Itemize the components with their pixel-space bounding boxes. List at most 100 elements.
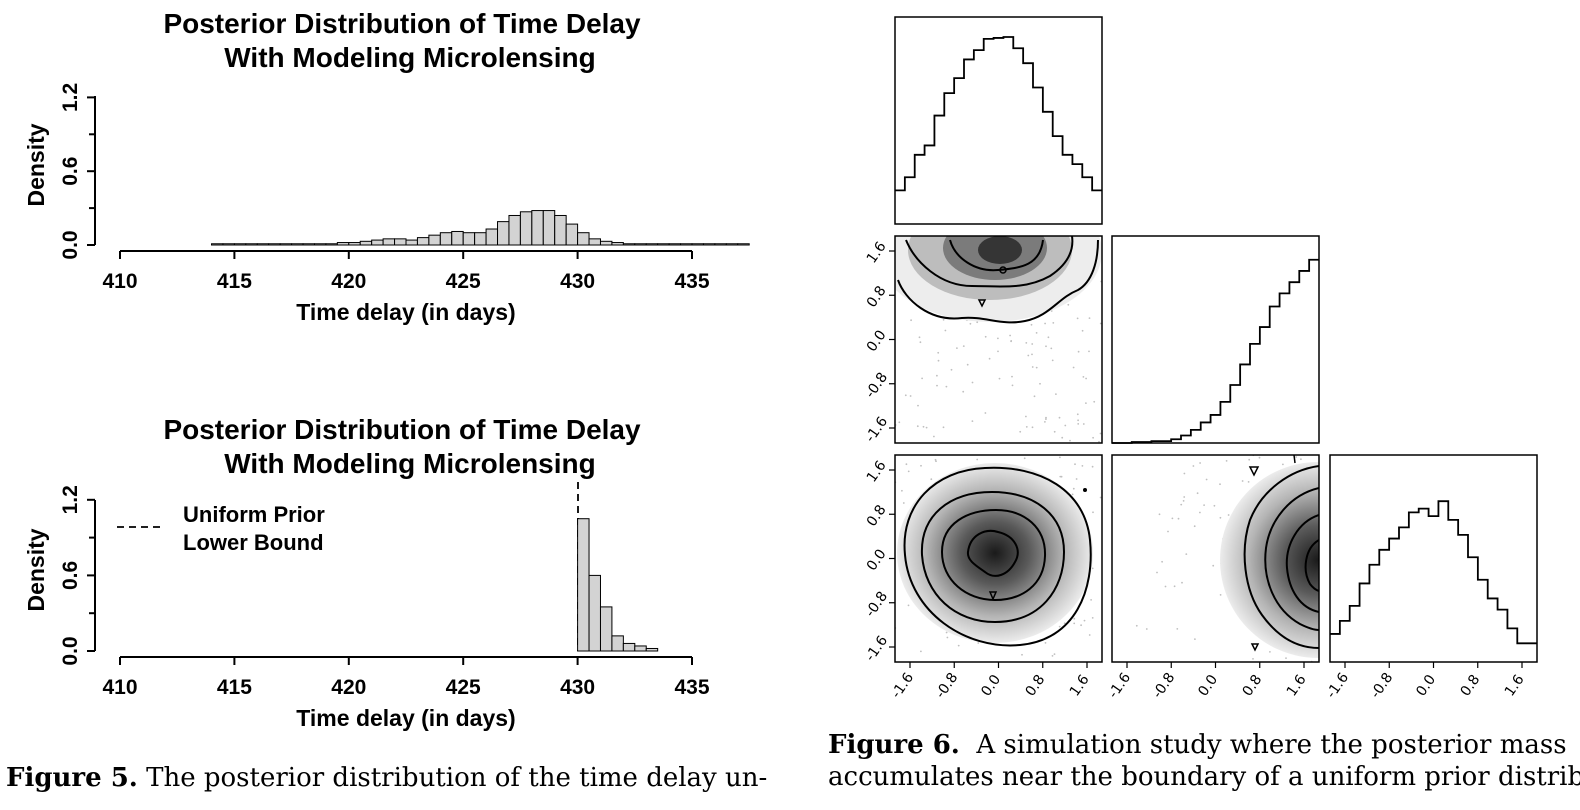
panel-3-1-contour-core <box>966 530 1019 577</box>
scatter-point <box>1091 567 1094 570</box>
scatter-point <box>917 404 919 407</box>
scatter-point <box>1059 475 1062 478</box>
histogram-bar <box>714 243 727 246</box>
panel-2-2-frame <box>1111 235 1320 444</box>
scatter-point <box>1011 375 1013 378</box>
scatter-point <box>984 412 987 414</box>
panel-3-2-contour-core <box>1304 539 1319 592</box>
top-y-label: Density <box>23 123 49 206</box>
scatter-point <box>1047 336 1050 339</box>
scatter-point <box>1088 634 1091 636</box>
panel-3-2-contour-spot-3 <box>1293 455 1296 464</box>
histogram-bar <box>622 243 636 246</box>
scatter-point <box>1241 480 1244 482</box>
scatter-point <box>1090 599 1092 601</box>
histogram-bar <box>725 243 739 246</box>
panel-1-1-frame <box>894 16 1103 225</box>
scatter-point <box>1176 628 1179 630</box>
x-tick-label: 420 <box>331 270 366 293</box>
legend-line1: Uniform Prior <box>183 502 325 527</box>
histogram-bar <box>737 243 750 246</box>
scatter-point <box>1181 581 1183 584</box>
figure5-top-chart: Posterior Distribution of Time Delay Wit… <box>23 8 750 325</box>
scatter-point <box>1069 439 1071 442</box>
scatter-point <box>909 395 912 397</box>
histogram-bar <box>485 228 499 246</box>
histogram-bar <box>348 242 361 246</box>
corner-x-tick-label: 1.6 <box>1067 672 1093 699</box>
histogram-bar <box>279 243 293 246</box>
scatter-point <box>1033 395 1036 398</box>
x-tick-label: 415 <box>217 270 252 293</box>
scatter-point <box>1073 622 1076 625</box>
histogram-bar <box>611 242 624 246</box>
scatter-point <box>1077 423 1080 425</box>
panel-2-1-contour-outer <box>897 239 1099 324</box>
scatter-point <box>1067 303 1070 306</box>
scatter-point <box>902 502 905 504</box>
scatter-point <box>1185 553 1188 555</box>
scatter-point <box>935 460 937 463</box>
scatter-point <box>1059 456 1061 459</box>
corner-x-tick-label: 0.0 <box>1195 672 1221 699</box>
histogram-bar <box>474 232 487 246</box>
scatter-point <box>919 341 922 344</box>
scatter-point <box>1035 366 1038 369</box>
scatter-point <box>942 318 945 321</box>
corner-x-tick-label: -0.8 <box>933 670 962 702</box>
panel-3-1-contour-spot <box>988 591 998 601</box>
figure6-caption-line1-row: Figure 6. A simulation study where the p… <box>828 729 1580 761</box>
panel-3-1-contour-inner <box>940 508 1047 602</box>
figure6-caption: Figure 6. A simulation study where the p… <box>828 729 1580 793</box>
figure5-bottom-chart: Posterior Distribution of Time Delay Wit… <box>23 414 710 731</box>
panel-1-1-histogram <box>895 36 1102 192</box>
scatter-point <box>937 351 940 354</box>
figure5-caption: Figure 5. The posterior distribution of … <box>6 762 767 794</box>
scatter-point <box>946 636 949 639</box>
histogram-bar <box>645 243 659 246</box>
scatter-point <box>1039 382 1041 385</box>
scatter-point <box>1072 487 1075 490</box>
scatter-point <box>907 470 910 473</box>
bottom-title-line1: Posterior Distribution of Time Delay <box>163 414 641 445</box>
histogram-bar <box>256 243 270 246</box>
figure6-caption-line1: A simulation study where the posterior m… <box>976 730 1567 760</box>
scatter-point <box>1252 658 1254 660</box>
scatter-point <box>966 363 969 366</box>
y-tick-label: 0.6 <box>59 561 82 590</box>
scatter-point <box>910 319 912 322</box>
scatter-point <box>1196 492 1199 495</box>
x-tick-label: 425 <box>446 270 481 293</box>
scatter-point <box>1052 322 1055 324</box>
scatter-point <box>904 394 907 397</box>
histogram-bar <box>382 238 396 246</box>
scatter-point <box>1055 393 1057 395</box>
scatter-point <box>1158 513 1161 516</box>
x-tick-label: 435 <box>674 676 709 699</box>
scatter-point <box>962 390 965 393</box>
scatter-point <box>1219 483 1221 486</box>
bottom-x-ticks: 410 415 420 425 430 435 <box>102 657 710 699</box>
top-title-line1: Posterior Distribution of Time Delay <box>163 8 641 39</box>
scatter-point <box>930 478 933 481</box>
corner-y-tick-label: 0.8 <box>864 283 890 310</box>
scatter-point <box>984 335 987 338</box>
scatter-point <box>1099 322 1102 325</box>
corner-x-tick-label: -0.8 <box>1368 670 1397 702</box>
histogram-bar <box>233 243 247 246</box>
scatter-point <box>1295 456 1297 458</box>
scatter-point <box>1135 624 1138 627</box>
scatter-point <box>1213 504 1216 507</box>
scatter-point <box>1081 465 1084 467</box>
scatter-point <box>1044 642 1047 644</box>
scatter-point <box>916 425 919 428</box>
legend-line2: Lower Bound <box>183 530 324 555</box>
scatter-point <box>1050 347 1053 350</box>
scatter-point <box>1031 353 1033 356</box>
corner-x-tick-label: -1.6 <box>1105 670 1134 702</box>
scatter-point <box>1023 457 1026 460</box>
corner-y-tick-label: 1.6 <box>864 239 890 266</box>
scatter-point <box>1031 426 1034 429</box>
scatter-point <box>962 345 965 347</box>
figure6-caption-line2: accumulates near the boundary of a unifo… <box>828 762 1580 792</box>
